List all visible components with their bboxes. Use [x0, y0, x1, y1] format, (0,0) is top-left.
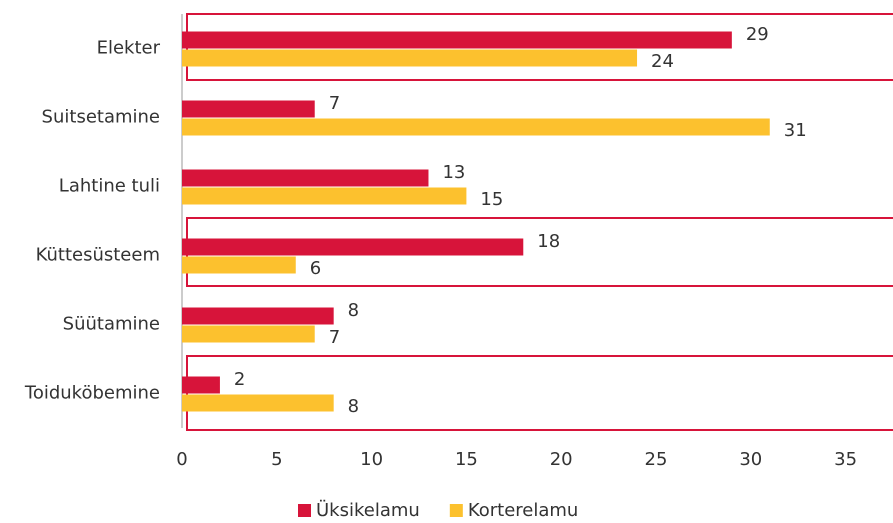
x-tick-label: 10: [360, 449, 383, 470]
x-tick-label: 15: [455, 449, 478, 470]
x-tick-label: 35: [834, 449, 857, 470]
data-label: 29: [746, 24, 769, 45]
y-tick-label: Toiduköbemine: [24, 383, 160, 404]
data-label: 15: [480, 189, 503, 210]
legend-swatch: [449, 504, 463, 517]
bar: [182, 394, 334, 412]
x-tick-label: 20: [550, 449, 573, 470]
data-label: 6: [310, 258, 321, 279]
legend-swatch: [298, 504, 311, 517]
bar: [182, 49, 638, 67]
bar: [182, 100, 315, 118]
bar: [182, 169, 429, 187]
x-tick-label: 25: [645, 449, 668, 470]
legend-label: Korterelamu: [468, 500, 579, 521]
bar: [182, 256, 296, 274]
bar: [182, 118, 770, 136]
bar: [182, 238, 524, 256]
bar: [182, 31, 732, 49]
data-label: 7: [329, 327, 340, 348]
bar: [182, 307, 334, 325]
y-tick-label: Elekter: [97, 38, 161, 59]
data-label: 7: [329, 93, 340, 114]
bar: [182, 376, 220, 394]
bar: [182, 325, 315, 343]
data-label: 13: [442, 162, 465, 183]
y-tick-label: Küttesüsteem: [36, 245, 160, 266]
highlight-box: [186, 355, 893, 431]
x-tick-label: 0: [176, 449, 187, 470]
y-tick-label: Süütamine: [63, 314, 160, 335]
y-tick-label: Lahtine tuli: [59, 176, 160, 197]
data-label: 24: [651, 51, 674, 72]
x-tick-label: 30: [739, 449, 762, 470]
data-label: 2: [234, 369, 245, 390]
x-tick-label: 5: [271, 449, 282, 470]
legend-label: Üksikelamu: [316, 499, 420, 521]
y-tick-label: Suitsetamine: [42, 107, 160, 128]
data-label: 18: [537, 231, 560, 252]
data-label: 8: [348, 300, 359, 321]
bar: [182, 187, 467, 205]
data-label: 31: [784, 120, 807, 141]
data-label: 8: [348, 396, 359, 417]
